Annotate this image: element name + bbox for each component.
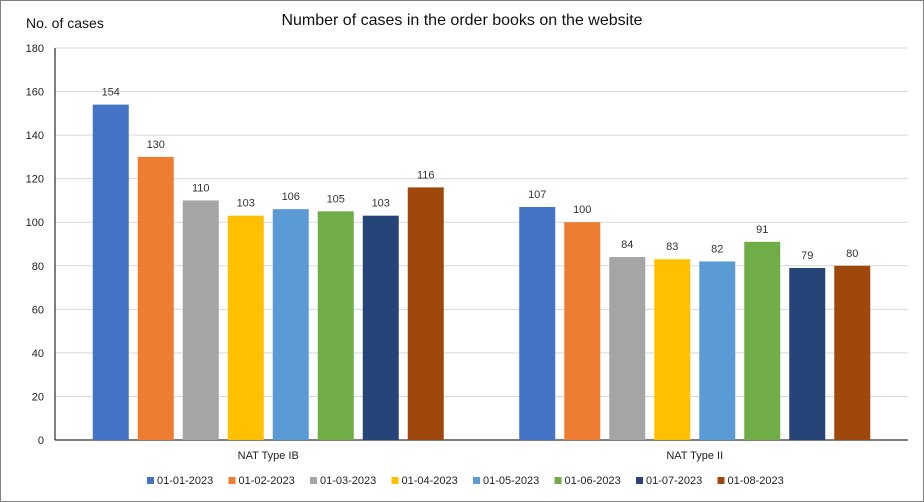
y-tick-label: 100 xyxy=(26,217,44,229)
legend-label: 01-01-2023 xyxy=(157,475,213,487)
y-tick-label: 160 xyxy=(26,87,44,99)
chart-title: Number of cases in the order books on th… xyxy=(281,12,643,29)
bar xyxy=(519,206,556,440)
legend-swatch xyxy=(391,477,399,484)
y-tick-label: 20 xyxy=(32,391,44,403)
data-label: 103 xyxy=(372,198,390,210)
data-label: 103 xyxy=(237,198,255,210)
data-label: 107 xyxy=(528,189,546,201)
y-tick-label: 80 xyxy=(32,261,44,273)
data-label: 80 xyxy=(846,248,858,260)
legend-label: 01-07-2023 xyxy=(646,475,702,487)
y-tick-label: 140 xyxy=(26,130,44,142)
bar xyxy=(272,209,309,440)
legend-swatch xyxy=(554,477,562,484)
bar xyxy=(137,156,174,440)
bar xyxy=(227,215,264,440)
bar xyxy=(744,241,781,440)
bar xyxy=(407,187,444,440)
data-label: 116 xyxy=(417,169,435,181)
bar xyxy=(92,104,129,440)
bar xyxy=(834,265,871,440)
legend-swatch xyxy=(473,477,480,484)
legend-swatch xyxy=(147,477,154,484)
legend-swatch xyxy=(717,477,725,484)
data-label: 83 xyxy=(666,241,678,253)
legend-label: 01-08-2023 xyxy=(728,475,784,487)
legend-swatch xyxy=(636,477,643,484)
data-label: 130 xyxy=(147,139,165,151)
y-tick-label: 40 xyxy=(32,348,44,360)
bar xyxy=(609,257,646,440)
y-axis-title: No. of cases xyxy=(26,15,104,31)
legend-label: 01-03-2023 xyxy=(320,475,376,487)
bar xyxy=(654,259,691,440)
bar xyxy=(362,215,399,440)
y-tick-label: 120 xyxy=(26,174,44,186)
bar xyxy=(699,261,736,440)
bar xyxy=(317,211,354,440)
legend-swatch xyxy=(228,477,236,484)
x-category-label: NAT Type IB xyxy=(238,450,299,462)
data-label: 79 xyxy=(801,250,813,262)
y-tick-label: 60 xyxy=(32,304,44,316)
y-tick-label: 180 xyxy=(26,43,44,55)
data-label: 100 xyxy=(573,204,591,216)
legend-label: 01-05-2023 xyxy=(483,475,539,487)
data-label: 110 xyxy=(192,182,210,194)
data-label: 105 xyxy=(327,193,345,205)
legend-label: 01-04-2023 xyxy=(402,475,458,487)
data-label: 82 xyxy=(711,243,723,255)
data-label: 106 xyxy=(282,191,300,203)
x-category-label: NAT Type II xyxy=(666,450,723,462)
y-tick-label: 0 xyxy=(38,435,44,447)
data-label: 91 xyxy=(756,224,768,236)
legend-swatch xyxy=(310,477,317,484)
bar xyxy=(789,267,826,440)
legend-label: 01-06-2023 xyxy=(565,475,621,487)
bar xyxy=(564,222,601,440)
legend-label: 01-02-2023 xyxy=(239,475,295,487)
data-label: 84 xyxy=(621,239,633,251)
data-label: 154 xyxy=(102,87,120,99)
bar xyxy=(182,200,219,440)
